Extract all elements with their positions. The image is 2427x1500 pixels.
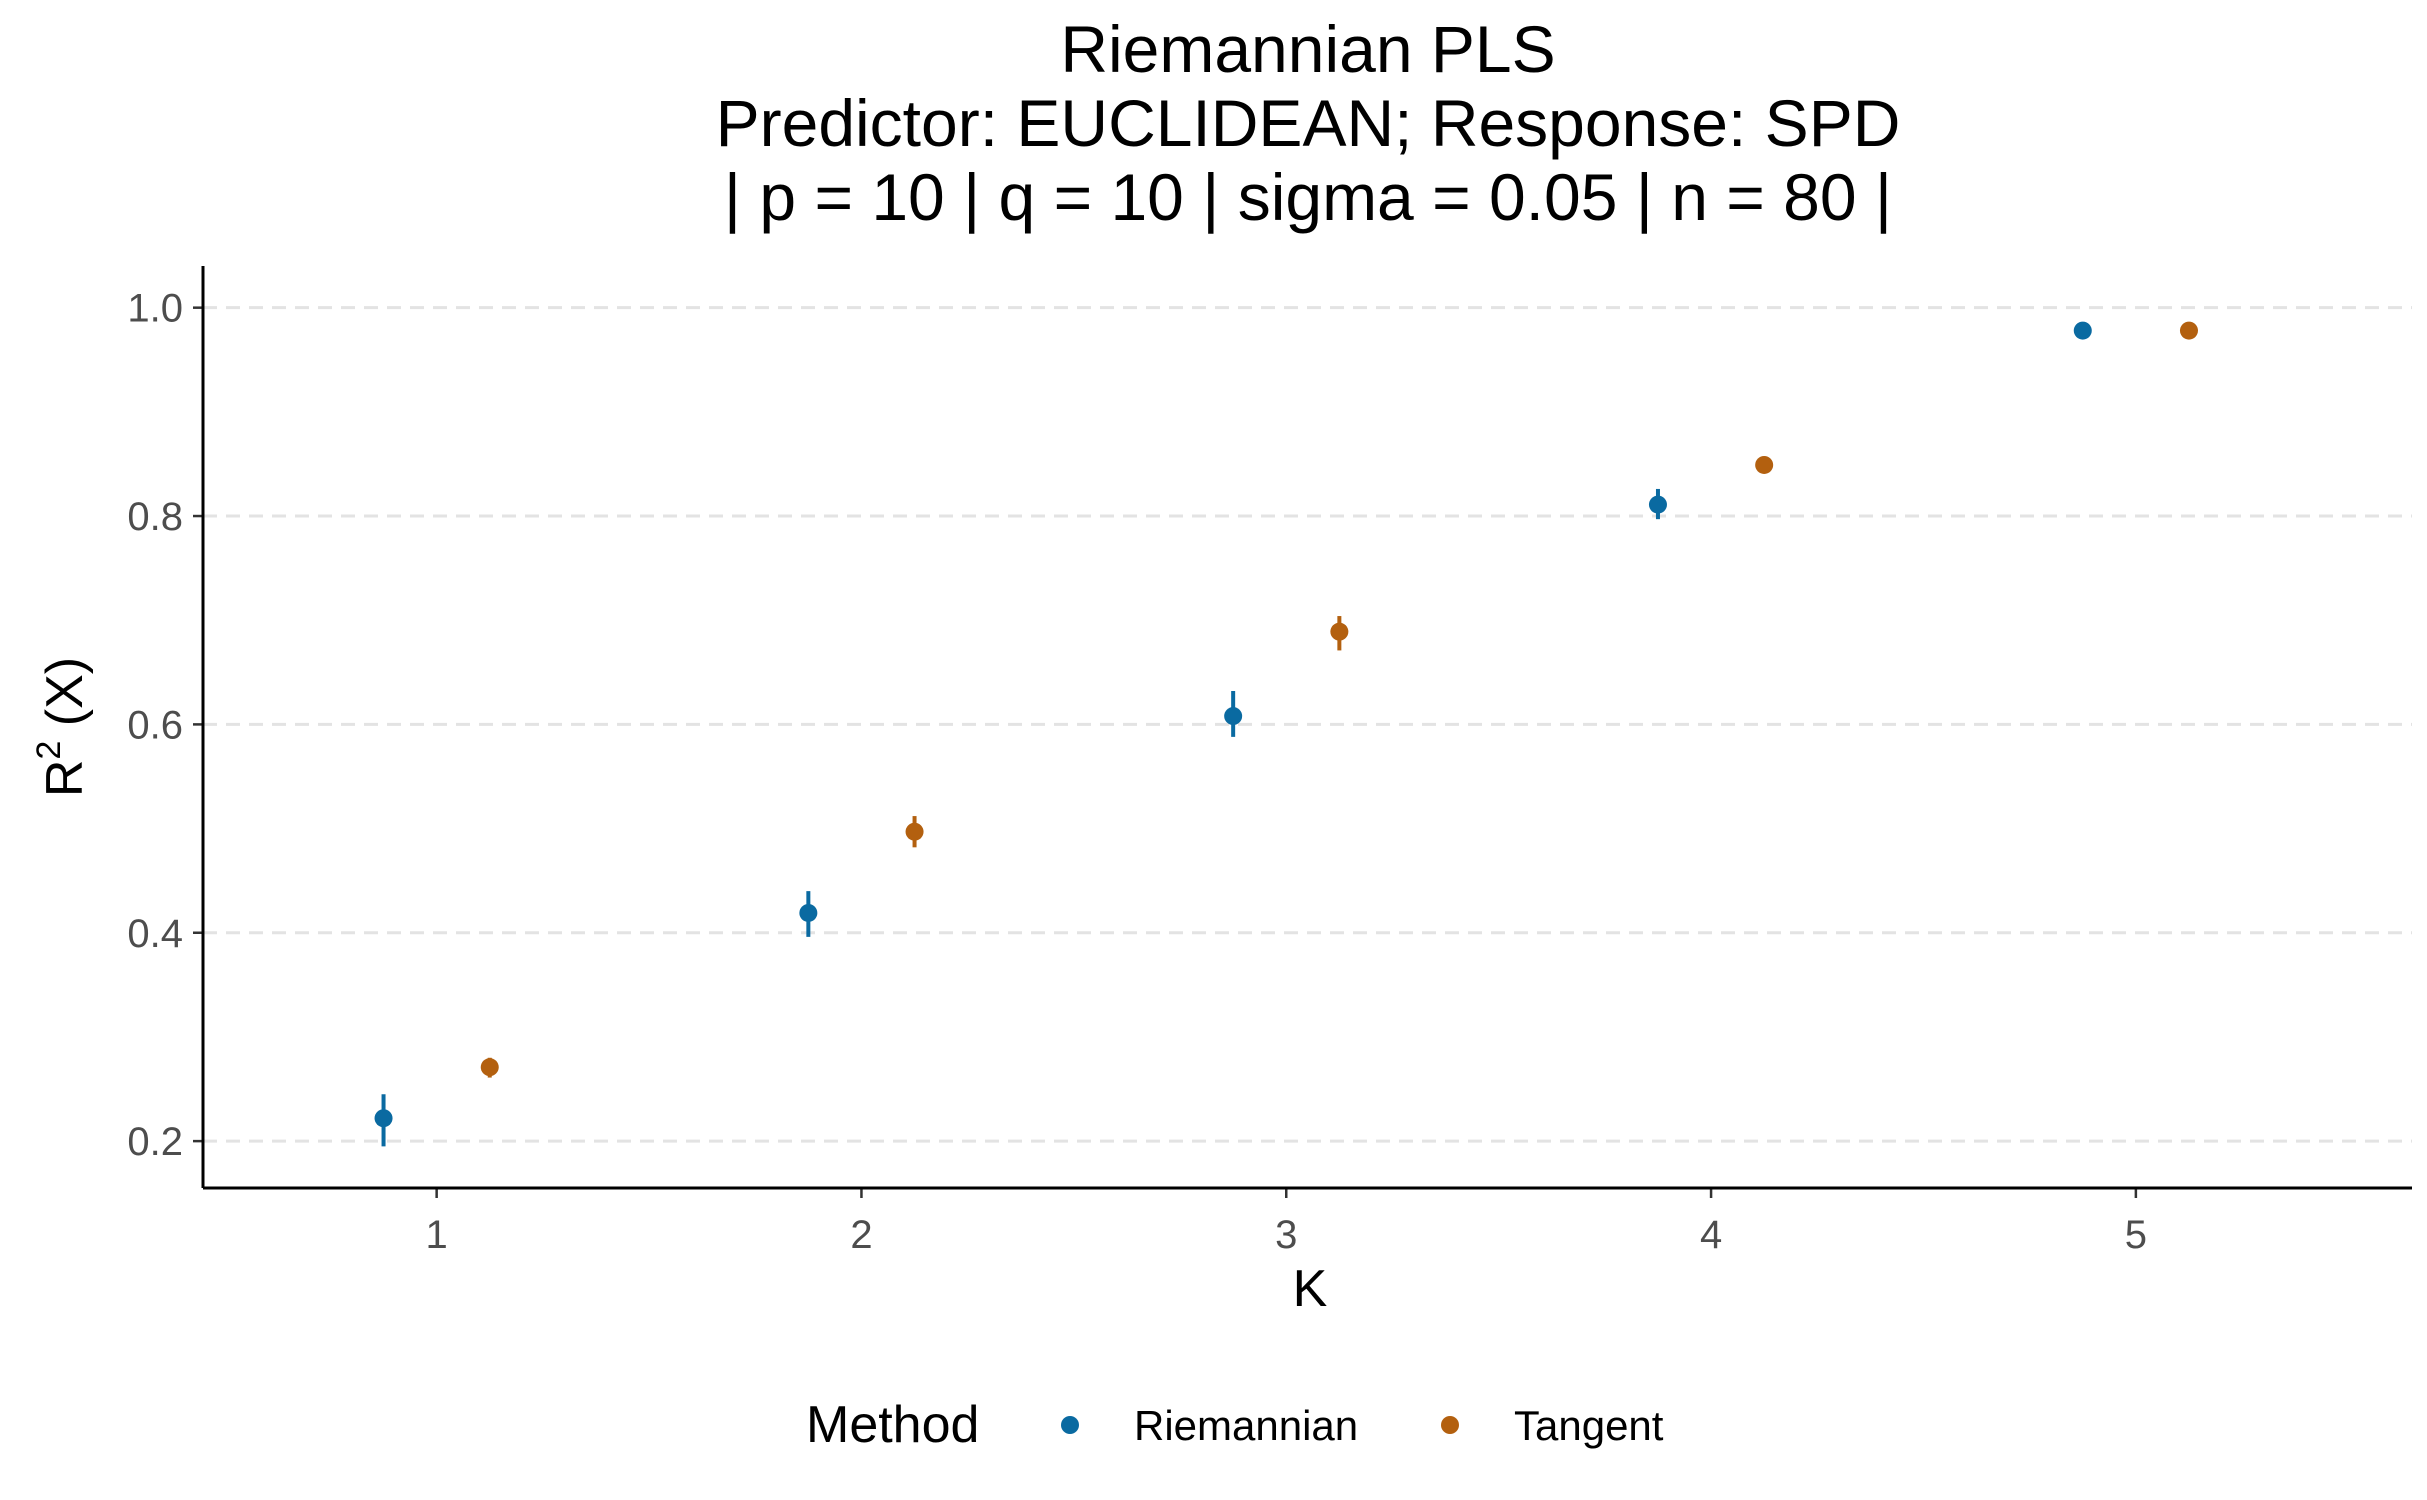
- x-tick-label: 1: [426, 1213, 448, 1257]
- legend-label: Riemannian: [1134, 1402, 1358, 1449]
- x-tick-label: 3: [1275, 1213, 1297, 1257]
- y-axis-title-base: R: [36, 760, 94, 798]
- x-tick-label: 2: [850, 1213, 872, 1257]
- y-axis-title: R2 (X): [30, 657, 94, 797]
- y-tick-label: 0.2: [127, 1120, 183, 1164]
- y-tick-label: 0.6: [127, 703, 183, 747]
- gridlines: [203, 306, 2412, 1143]
- title-line-2: Predictor: EUCLIDEAN; Response: SPD: [716, 86, 1901, 160]
- data-point: [1224, 707, 1243, 726]
- data-point: [2179, 321, 2198, 340]
- data-point: [1330, 622, 1349, 641]
- y-tick-labels: 0.2 0.4 0.6 0.8 1.0: [127, 287, 183, 1164]
- x-axis-title: K: [1293, 1260, 1328, 1318]
- y-axis-title-rest: (X): [36, 657, 94, 741]
- x-tick-label: 4: [1700, 1213, 1722, 1257]
- y-tick-label: 1.0: [127, 287, 183, 331]
- title-line-1: Riemannian PLS: [1060, 12, 1555, 86]
- data-point: [905, 822, 924, 841]
- y-axis-title-superscript: 2: [30, 741, 68, 760]
- y-tick-label: 0.8: [127, 495, 183, 539]
- data-point: [2073, 321, 2092, 340]
- legend-key: [1441, 1416, 1459, 1434]
- data-marks: [374, 321, 2198, 1147]
- data-point: [1755, 455, 1774, 474]
- legend-title: Method: [806, 1396, 979, 1454]
- data-point: [799, 903, 818, 922]
- y-tick-label: 0.4: [127, 912, 183, 956]
- legend-label: Tangent: [1514, 1402, 1664, 1449]
- data-point: [480, 1058, 499, 1077]
- chart-title: Riemannian PLS Predictor: EUCLIDEAN; Res…: [716, 12, 1901, 234]
- data-point: [374, 1109, 393, 1128]
- legend-key: [1061, 1416, 1079, 1434]
- x-tick-label: 5: [2125, 1213, 2147, 1257]
- x-tick-labels: 1 2 3 4 5: [426, 1213, 2147, 1257]
- legend: Method Riemannian Tangent: [806, 1396, 1664, 1454]
- axes: [193, 266, 2412, 1198]
- title-line-3: | p = 10 | q = 10 | sigma = 0.05 | n = 8…: [724, 160, 1892, 234]
- data-point: [1648, 495, 1667, 514]
